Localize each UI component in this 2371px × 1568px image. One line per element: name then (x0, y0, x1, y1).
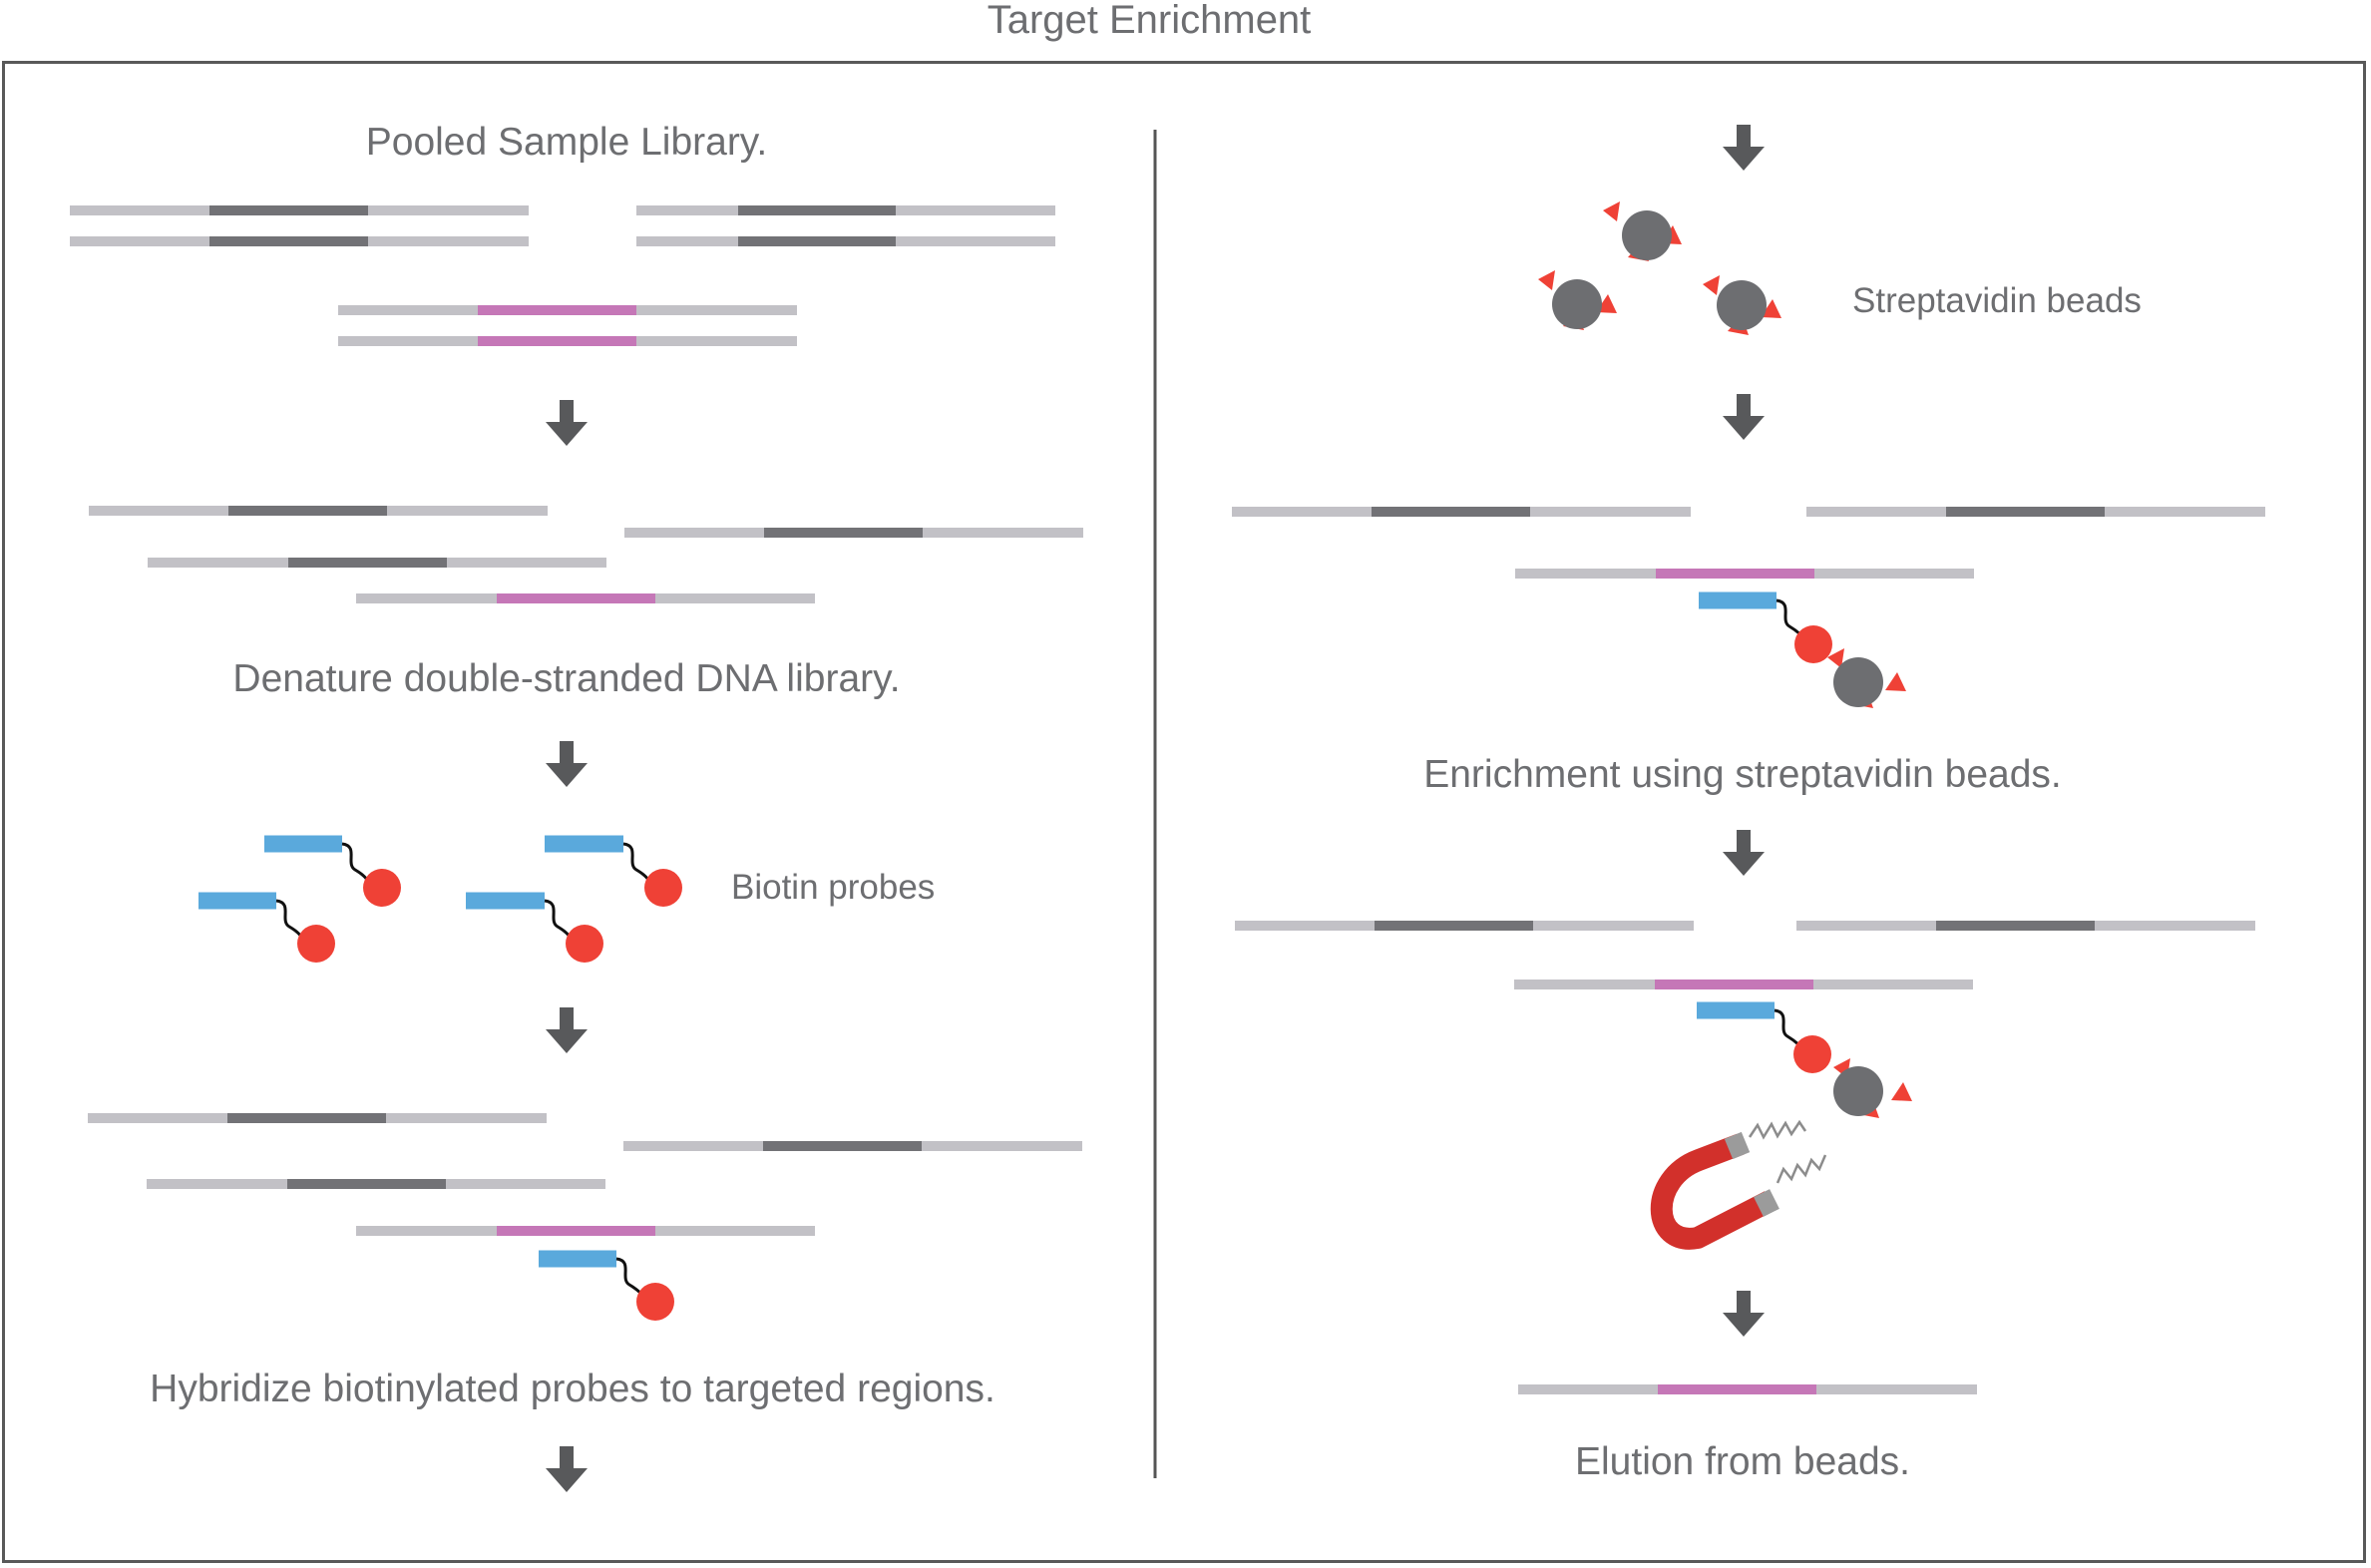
down-arrow-icon (546, 1007, 588, 1053)
ds-target-fragment (338, 305, 797, 346)
down-arrow-icon (546, 400, 588, 446)
step-label-pooled-library: Pooled Sample Library. (365, 121, 768, 164)
diagram-frame (2, 61, 2366, 1563)
hybridized-probe (539, 1250, 674, 1321)
step-label-denature: Denature double-stranded DNA library. (232, 657, 901, 700)
streptavidin-bead (1703, 275, 1781, 335)
biotin-probe (198, 892, 335, 963)
down-arrow-icon (1723, 1291, 1765, 1337)
label-biotin-probes: Biotin probes (731, 868, 936, 907)
captured-probe (1699, 591, 1906, 708)
down-arrow-icon (1723, 830, 1765, 876)
biotin-probe (545, 835, 682, 907)
down-arrow-icon (1723, 394, 1765, 440)
ds-fragment (70, 205, 529, 246)
down-arrow-icon (1723, 125, 1765, 171)
diagram-title: Target Enrichment (987, 0, 1312, 42)
label-streptavidin-beads: Streptavidin beads (1852, 281, 2142, 320)
magnetic-field-icon (1748, 1119, 1827, 1184)
down-arrow-icon (546, 1446, 588, 1492)
step-label-hybridize: Hybridize biotinylated probes to targete… (150, 1368, 995, 1410)
magnet-icon (1650, 1131, 1779, 1250)
step-label-elution: Elution from beads. (1574, 1440, 1911, 1483)
down-arrow-icon (546, 741, 588, 787)
streptavidin-bead (1603, 201, 1682, 261)
biotin-probe (466, 892, 603, 963)
ds-fragment (636, 205, 1055, 246)
streptavidin-bead (1538, 270, 1617, 330)
biotin-probe (264, 835, 401, 907)
step-label-enrichment: Enrichment using streptavidin beads. (1423, 753, 2062, 796)
captured-probe (1697, 1001, 1912, 1118)
